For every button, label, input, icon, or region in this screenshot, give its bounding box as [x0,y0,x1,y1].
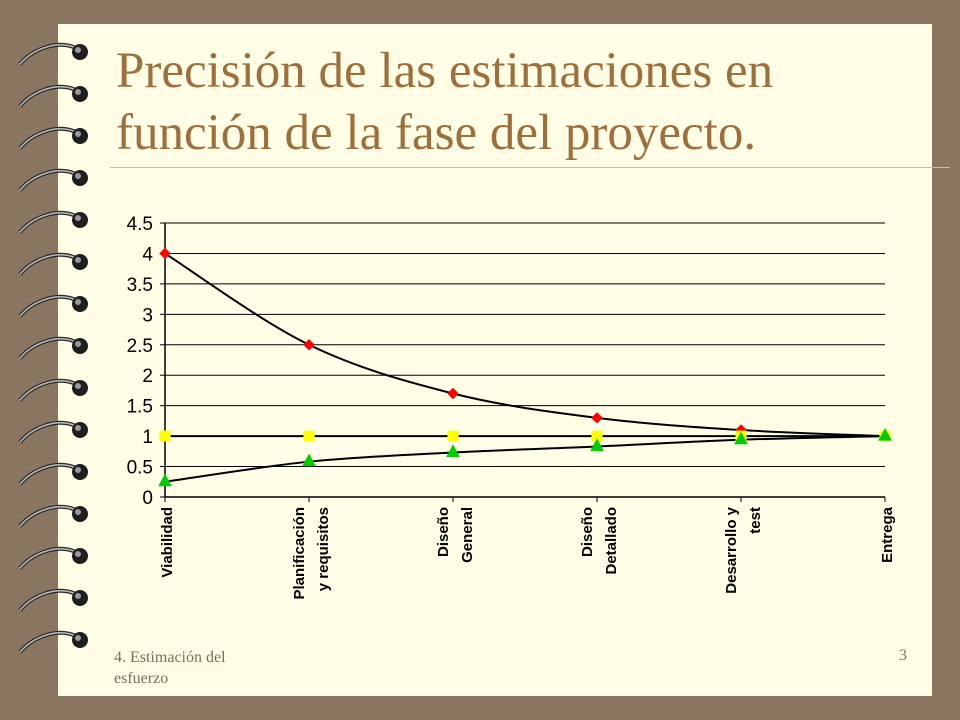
data-point-upper [159,247,171,260]
x-tick-label: Diseño Detallado [579,507,620,575]
page-number: 3 [899,647,907,664]
estimation-accuracy-chart: 0 0.5 1 1.5 2 2.5 3 3.5 4 4.5 Viabilidad Planificac… [127,214,896,600]
data-point-lower [302,453,316,467]
y-tick-label: 0.5 [127,458,153,479]
data-point-upper [591,412,603,424]
y-tick-label: 1 [142,427,153,448]
binding-ring [18,546,88,570]
binding-ring [18,462,88,486]
data-point-target [303,430,315,442]
data-point-lower [446,444,460,458]
slide-title-line-2: función de la fase del proyecto. [116,105,757,161]
title-underline [110,167,950,168]
y-tick-label: 4 [142,244,153,265]
binding-ring [18,588,88,612]
x-tick-label: Viabilidad [159,507,176,578]
slide-title: Precisión de las estimaciones en función… [116,40,916,164]
x-tick-label: Planificación y requisitos [291,507,332,600]
binding-ring [18,378,88,402]
slide-title-line-1: Precisión de las estimaciones en [116,43,774,99]
binding-ring [18,252,88,276]
binding-ring [18,504,88,528]
binding-ring [18,210,88,234]
y-tick-label: 3.5 [127,275,153,296]
binding-ring [18,126,88,150]
spiral-binding [18,42,88,654]
data-point-target [447,430,459,442]
y-tick-label: 3 [142,305,153,326]
binding-ring [18,168,88,192]
series-line-lower [164,435,886,483]
binding-ring [18,84,88,108]
x-tick-label: Diseño General [435,507,476,563]
footer-section-line-1: 4. Estimación del [114,649,226,666]
x-tick-label: Entrega [879,506,896,563]
x-tick-label: Desarrollo y test [723,506,764,593]
binding-ring [18,420,88,444]
y-tick-label: 1.5 [127,397,153,418]
binding-ring [18,294,88,318]
data-point-lower [590,438,604,451]
data-point-upper [447,387,459,400]
series-line-upper [164,252,886,438]
footer-section-line-2: esfuerzo [114,670,169,687]
data-point-target [159,430,171,442]
binding-ring [18,336,88,360]
data-point-lower [734,431,748,445]
y-tick-label: 2 [142,366,153,387]
data-point-lower [158,473,172,487]
data-point-upper [303,339,315,351]
y-tick-label: 2.5 [127,336,153,357]
y-tick-label: 0 [142,488,153,509]
y-tick-label: 4.5 [127,214,153,235]
slide-page [58,24,932,696]
binding-ring [18,42,88,66]
data-point-lower [878,428,892,441]
footer-section-label: 4. Estimación del esfuerzo [114,647,284,689]
binding-ring [18,630,88,654]
